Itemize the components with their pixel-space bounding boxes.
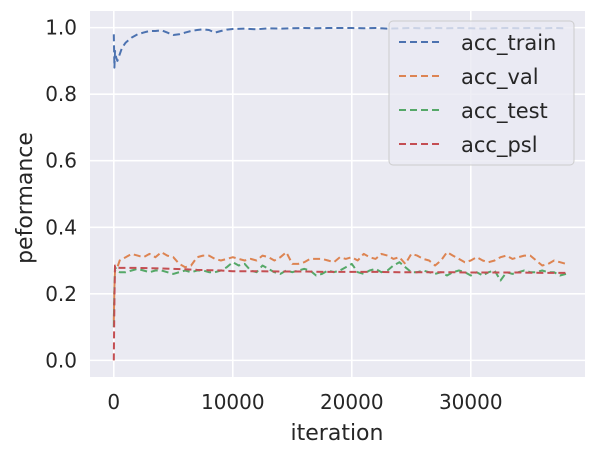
x-tick-label: 20000	[320, 390, 384, 414]
y-tick-label: 0.6	[45, 149, 77, 173]
x-tick-label: 30000	[439, 390, 503, 414]
legend: acc_train acc_val acc_test acc_psl	[388, 20, 575, 166]
y-tick-label: 1.0	[45, 16, 77, 40]
x-tick-label: 10000	[201, 390, 265, 414]
x-tick-label: 0	[107, 390, 120, 414]
legend-label-acc-test: acc_test	[461, 99, 548, 124]
y-tick-label: 0.8	[45, 82, 77, 106]
legend-frame	[388, 20, 575, 166]
y-tick-label: 0.0	[45, 348, 77, 372]
x-tick-labels: 0 10000 20000 30000	[107, 390, 502, 414]
series-line-acc-psl	[112, 264, 566, 361]
y-tick-label: 0.4	[45, 215, 77, 239]
legend-label-acc-val: acc_val	[461, 65, 539, 90]
y-axis-label: peformance	[13, 132, 38, 264]
series-line-acc-val	[112, 251, 567, 321]
legend-label-acc-psl: acc_psl	[461, 133, 538, 158]
y-tick-labels: 0.0 0.2 0.4 0.6 0.8 1.0	[45, 16, 77, 373]
x-axis-label: iteration	[291, 421, 384, 446]
legend-label-acc-train: acc_train	[461, 31, 556, 56]
y-tick-label: 0.2	[45, 282, 77, 306]
